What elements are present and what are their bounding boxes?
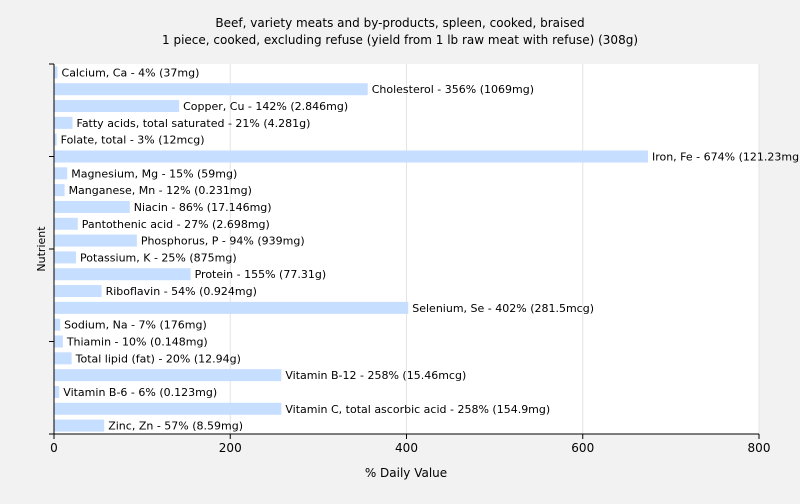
bar-label: Phosphorus, P - 94% (939mg) (141, 235, 305, 248)
bar-label: Cholesterol - 356% (1069mg) (372, 83, 534, 96)
bar-label: Protein - 155% (77.31g) (195, 268, 327, 281)
bar-label: Potassium, K - 25% (875mg) (80, 251, 237, 264)
bar-label: Thiamin - 10% (0.148mg) (66, 336, 208, 349)
bar-label: Magnesium, Mg - 15% (59mg) (71, 167, 237, 180)
x-tick-label: 400 (395, 441, 418, 455)
bar-label: Riboflavin - 54% (0.924mg) (106, 285, 257, 298)
bar (54, 100, 180, 113)
x-tick-label: 600 (571, 441, 594, 455)
bar (54, 419, 105, 432)
bar (54, 251, 77, 264)
chart-title: Beef, variety meats and by-products, spl… (215, 16, 584, 30)
bar-labels: Calcium, Ca - 4% (37mg) Cholesterol - 356… (61, 66, 800, 432)
x-tick-label: 200 (219, 441, 242, 455)
bar (54, 184, 65, 197)
bar (54, 352, 72, 365)
bar-label: Selenium, Se - 402% (281.5mcg) (412, 302, 594, 315)
bar-label: Niacin - 86% (17.146mg) (134, 201, 272, 214)
bar (54, 385, 60, 398)
bar-label: Copper, Cu - 142% (2.846mg) (183, 100, 348, 113)
y-axis-label: Nutrient (35, 226, 48, 272)
bar-label: Zinc, Zn - 57% (8.59mg) (108, 420, 243, 433)
bar (54, 66, 58, 79)
bar-label: Vitamin B-6 - 6% (0.123mg) (63, 386, 217, 399)
bar-label: Calcium, Ca - 4% (37mg) (62, 66, 200, 79)
bar (54, 285, 102, 298)
bar (54, 301, 409, 314)
bar (54, 133, 57, 146)
x-axis-label: % Daily Value (365, 466, 447, 480)
bars (54, 66, 648, 432)
bar (54, 268, 191, 281)
bar-label: Manganese, Mn - 12% (0.231mg) (69, 184, 252, 197)
bar (54, 150, 648, 163)
bar-label: Vitamin B-12 - 258% (15.46mcg) (285, 369, 466, 382)
bar-label: Pantothenic acid - 27% (2.698mg) (82, 218, 270, 231)
bar-label: Iron, Fe - 674% (121.23mg) (652, 151, 800, 164)
axes: 0 200 400 600 800 (49, 63, 771, 455)
bar (54, 402, 282, 415)
bar (54, 234, 137, 247)
bar (54, 116, 73, 129)
bar (54, 167, 68, 180)
bar (54, 200, 130, 213)
bar-label: Fatty acids, total saturated - 21% (4.28… (77, 117, 311, 130)
x-tick-label: 800 (748, 441, 771, 455)
bar (54, 318, 61, 331)
bar (54, 83, 368, 96)
chart-subtitle: 1 piece, cooked, excluding refuse (yield… (162, 33, 638, 47)
bar-label: Sodium, Na - 7% (176mg) (64, 319, 207, 332)
bar-label: Vitamin C, total ascorbic acid - 258% (1… (285, 403, 550, 416)
bar (54, 217, 78, 230)
bar-label: Folate, total - 3% (12mcg) (61, 134, 205, 147)
x-tick-label: 0 (50, 441, 58, 455)
bar (54, 335, 63, 348)
bar-label: Total lipid (fat) - 20% (12.94g) (75, 352, 241, 365)
bar (54, 369, 282, 382)
